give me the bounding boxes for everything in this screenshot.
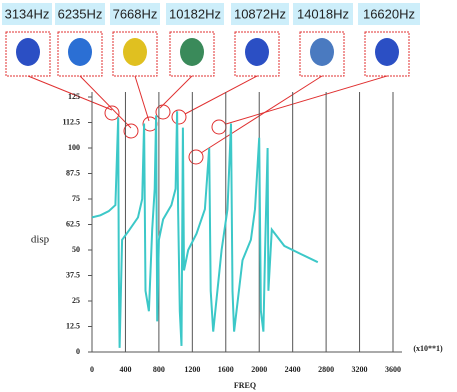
- x-tick-label: 1600: [218, 365, 234, 374]
- annotation: 10182Hz: [169, 6, 221, 21]
- annotation: 10872Hz: [234, 6, 286, 21]
- annotation: 6235Hz: [58, 6, 103, 21]
- y-tick-label: 125: [68, 92, 80, 101]
- x-tick-label: 3600: [385, 365, 401, 374]
- annotation: 16620Hz: [363, 6, 415, 21]
- y-tick-label: 12.5: [66, 321, 80, 330]
- y-tick-label: 75: [72, 194, 80, 203]
- x-unit: (x10**1): [413, 344, 443, 353]
- y-tick-label: 0: [76, 347, 80, 356]
- x-tick-label: 2400: [285, 365, 301, 374]
- thumbnails: [6, 32, 409, 164]
- x-tick-label: 3200: [352, 365, 368, 374]
- x-tick-label: 2800: [318, 365, 334, 374]
- x-tick-label: 1200: [184, 365, 200, 374]
- annotation: 3134Hz: [5, 6, 50, 21]
- x-tick-label: 400: [119, 365, 131, 374]
- x-tick-label: 800: [153, 365, 165, 374]
- y-tick-label: 100: [68, 143, 80, 152]
- y-tick-label: 50: [72, 245, 80, 254]
- x-tick-label: 2000: [251, 365, 267, 374]
- chart: disp FREQ (x10**1) 3134Hz 6235Hz 7668Hz 101…: [0, 0, 457, 392]
- y-tick-label: 37.5: [66, 270, 80, 279]
- y-tick-label: 112.5: [62, 117, 80, 126]
- y-tick-label: 87.5: [66, 168, 80, 177]
- annotation: 7668Hz: [113, 6, 158, 21]
- x-tick-label: 0: [90, 365, 94, 374]
- y-axis-label: disp: [31, 234, 50, 246]
- annotation: 14018Hz: [297, 6, 349, 21]
- y-tick-label: 62.5: [66, 219, 80, 228]
- x-axis-label: FREQ: [234, 381, 256, 390]
- y-tick-label: 25: [72, 296, 80, 305]
